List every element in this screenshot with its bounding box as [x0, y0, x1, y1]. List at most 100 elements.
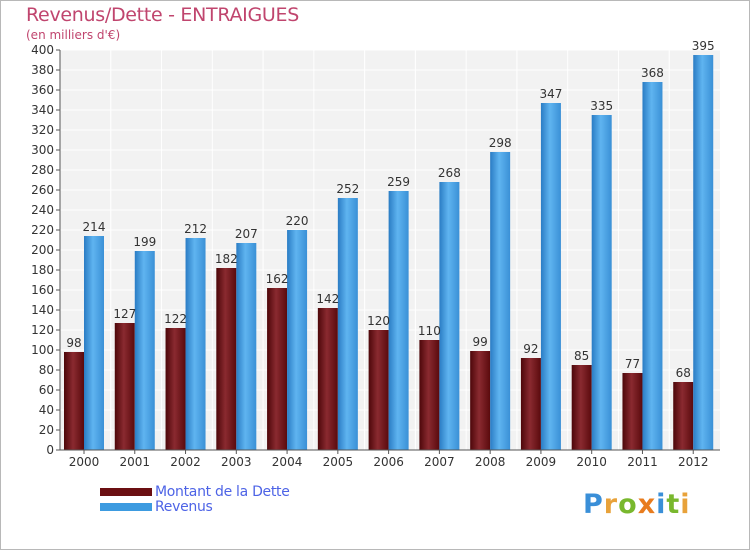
x-tick-label: 2000: [69, 455, 100, 469]
bars: [64, 55, 714, 450]
proxiti-logo: Proxiti: [583, 489, 691, 520]
y-tick-label: 400: [31, 43, 54, 57]
x-tick-label: 2005: [323, 455, 354, 469]
data-label-revenue: 298: [489, 136, 512, 150]
bar-revenue: [439, 182, 460, 450]
logo-letter: i: [656, 489, 667, 520]
data-label-debt: 98: [66, 336, 81, 350]
bar-revenue: [693, 55, 714, 450]
y-tick-label: 60: [39, 383, 54, 397]
data-label-debt: 182: [215, 252, 238, 266]
x-tick-label: 2012: [678, 455, 709, 469]
bar-revenue: [591, 115, 612, 450]
legend-swatch-debt: [100, 488, 152, 496]
bar-revenue: [185, 238, 206, 450]
data-label-debt: 122: [164, 312, 187, 326]
x-tick-label: 2007: [424, 455, 455, 469]
logo-letter: o: [618, 489, 638, 520]
data-labels: 98 127 122 182 162 142 120 110 99 92 85 77 68 214 199 2…: [66, 39, 714, 380]
bar-debt: [571, 365, 592, 450]
bar-debt: [216, 268, 237, 450]
data-label-revenue: 368: [641, 66, 664, 80]
logo-letter: r: [603, 489, 619, 520]
y-tick-label: 360: [31, 83, 54, 97]
chart-subtitle: (en milliers d'€): [26, 28, 121, 42]
legend-label-revenue: Revenus: [155, 499, 213, 515]
y-tick-label: 260: [31, 183, 54, 197]
y-tick-label: 160: [31, 283, 54, 297]
data-label-revenue: 199: [133, 235, 156, 249]
x-tick-label: 2001: [119, 455, 150, 469]
x-tick-label: 2004: [272, 455, 303, 469]
bar-revenue: [287, 230, 308, 450]
data-label-debt: 120: [367, 314, 390, 328]
data-label-debt: 142: [316, 292, 339, 306]
data-label-debt: 99: [473, 335, 488, 349]
y-tick-label: 340: [31, 103, 54, 117]
data-label-revenue: 347: [539, 87, 562, 101]
bar-debt: [520, 358, 541, 450]
x-tick-label: 2002: [170, 455, 201, 469]
x-tick-label: 2008: [475, 455, 506, 469]
legend-item-revenue: Revenus: [100, 499, 420, 516]
data-label-revenue: 335: [590, 99, 613, 113]
bar-debt: [165, 328, 186, 450]
legend: Montant de la Dette Revenus: [100, 484, 420, 516]
data-label-debt: 162: [266, 272, 289, 286]
legend-swatch-revenue: [100, 503, 152, 511]
data-label-debt: 110: [418, 324, 441, 338]
x-tick-label: 2009: [526, 455, 557, 469]
y-tick-label: 220: [31, 223, 54, 237]
x-tick-label: 2006: [373, 455, 404, 469]
axes: 0 20 40 60 80 100 120 140 160 180 200 220 240 260 280 3…: [31, 43, 720, 469]
bar-revenue: [236, 243, 257, 450]
bar-revenue: [540, 103, 561, 450]
y-tick-label: 320: [31, 123, 54, 137]
y-tick-label: 380: [31, 63, 54, 77]
y-tick-label: 240: [31, 203, 54, 217]
x-tick-label: 2003: [221, 455, 252, 469]
data-label-debt: 77: [625, 357, 640, 371]
y-tick-label: 40: [39, 403, 54, 417]
bar-revenue: [388, 191, 409, 450]
bar-revenue: [490, 152, 511, 450]
x-tick-label: 2010: [576, 455, 607, 469]
data-label-debt: 68: [676, 366, 691, 380]
chart-title: Revenus/Dette - ENTRAIGUES: [26, 4, 299, 26]
y-tick-label: 0: [46, 443, 54, 457]
bar-debt: [267, 288, 288, 450]
y-tick-label: 280: [31, 163, 54, 177]
bar-debt: [64, 352, 84, 450]
bar-revenue: [134, 251, 155, 450]
logo-letter: i: [680, 489, 691, 520]
data-label-revenue: 214: [83, 220, 106, 234]
bar-revenue: [642, 82, 663, 450]
bar-debt: [368, 330, 389, 450]
y-tick-label: 100: [31, 343, 54, 357]
bar-revenue: [337, 198, 358, 450]
bar-debt: [317, 308, 338, 450]
data-label-debt: 92: [523, 342, 538, 356]
data-label-revenue: 207: [235, 227, 258, 241]
bar-revenue: [84, 236, 104, 450]
data-label-revenue: 212: [184, 222, 207, 236]
logo-letter: t: [666, 489, 681, 520]
bar-debt: [470, 351, 491, 450]
y-tick-label: 300: [31, 143, 54, 157]
y-tick-label: 20: [39, 423, 54, 437]
y-tick-label: 120: [31, 323, 54, 337]
y-tick-label: 200: [31, 243, 54, 257]
data-label-debt: 85: [574, 349, 589, 363]
legend-item-debt: Montant de la Dette: [100, 484, 420, 501]
y-tick-label: 140: [31, 303, 54, 317]
bar-debt: [114, 323, 135, 450]
data-label-revenue: 220: [286, 214, 309, 228]
logo-letter: P: [583, 489, 604, 520]
bar-debt: [673, 382, 694, 450]
data-label-revenue: 268: [438, 166, 461, 180]
logo-letter: x: [637, 489, 657, 520]
bar-debt: [419, 340, 440, 450]
y-tick-label: 180: [31, 263, 54, 277]
legend-label-debt: Montant de la Dette: [155, 484, 290, 500]
